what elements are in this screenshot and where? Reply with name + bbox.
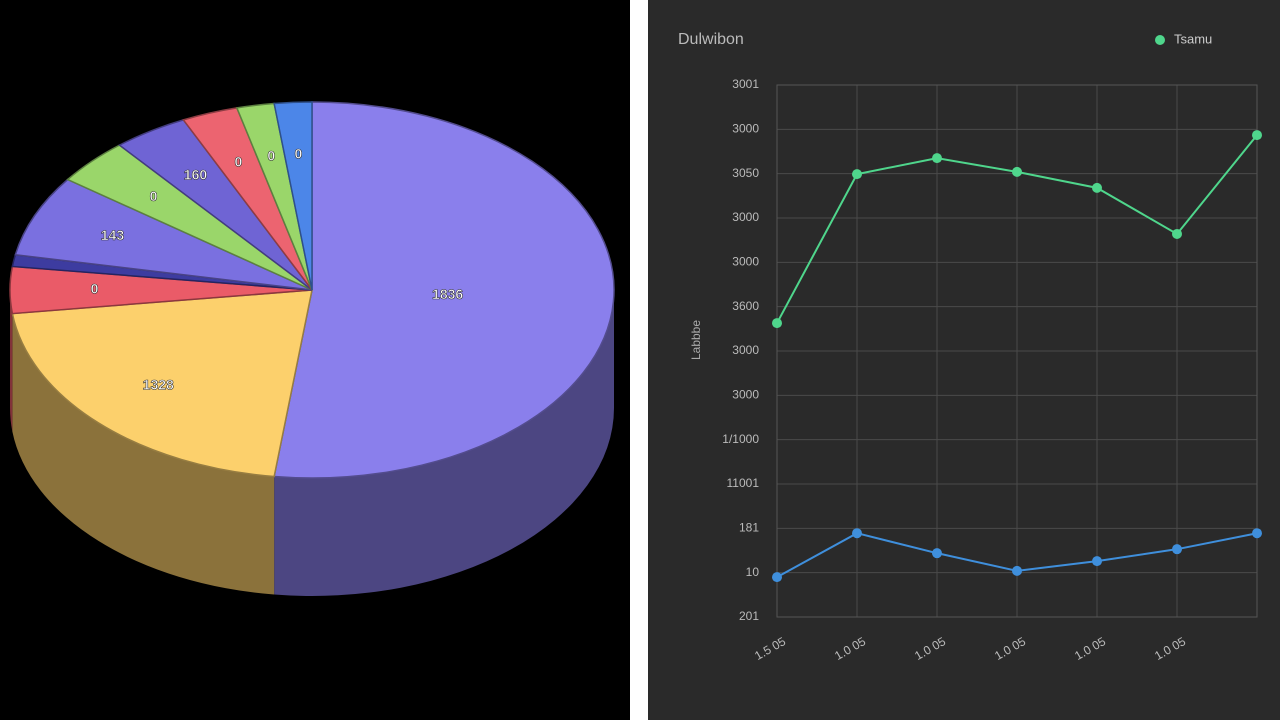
y-tick-label: 3000 [732, 343, 759, 357]
y-tick-label: 3600 [732, 299, 759, 313]
line-chart: Dulwibon Labbbe 201 10 181 11001 1/1000 3000 3… [678, 31, 1262, 663]
data-point [772, 318, 782, 329]
slice-label: 1836 [432, 286, 463, 302]
slice-label: 0 [267, 148, 275, 164]
data-point [852, 169, 862, 180]
pie-slice [273, 101, 313, 291]
slice-label: 143 [101, 227, 125, 243]
pie-slice [14, 178, 313, 291]
data-point [852, 528, 862, 539]
y-tick-label: 3000 [732, 210, 759, 224]
y-tick-label: 201 [739, 609, 759, 623]
data-point [1092, 556, 1102, 567]
data-point [1172, 544, 1182, 555]
data-point [932, 548, 942, 559]
slice-label: 0 [294, 146, 302, 162]
plot-frame [776, 84, 1258, 618]
y-axis-label: Labbbe [689, 320, 703, 360]
slice-label: 1328 [143, 376, 174, 392]
y-tick-label: 3050 [732, 166, 759, 180]
pie-slice [11, 289, 313, 478]
pie-side [12, 313, 275, 595]
data-point [1172, 228, 1182, 239]
pie-side [10, 290, 13, 432]
chart-title: Dulwibon [678, 31, 744, 48]
divider [630, 0, 648, 720]
y-tick-label: 10 [746, 565, 760, 579]
y-tick-label: 181 [739, 521, 759, 535]
slice-label: 0 [91, 281, 99, 297]
pie-slice [273, 101, 615, 479]
slice-label: 0 [150, 188, 158, 204]
data-point [932, 153, 942, 164]
slice-label: 0 [234, 153, 242, 169]
pie-chart: 1836 1328 0 143 0 160 0 0 0 [9, 101, 615, 596]
pie-side [274, 290, 614, 596]
y-tick-label: 3001 [732, 77, 759, 91]
y-tick-label: 3000 [732, 388, 759, 402]
data-point [1252, 130, 1262, 141]
data-point [1252, 528, 1262, 539]
legend-label: Tsamu [1174, 31, 1212, 46]
y-tick-label: 11001 [727, 476, 760, 490]
data-point [1092, 182, 1102, 193]
legend-marker [1155, 35, 1165, 45]
y-tick-label: 1/1000 [722, 432, 759, 446]
y-tick-label: 3000 [732, 255, 759, 269]
slice-label: 160 [184, 166, 208, 182]
data-point [1012, 565, 1022, 576]
line-panel [648, 0, 1280, 720]
data-point [772, 572, 782, 583]
y-tick-label: 3000 [732, 122, 759, 136]
data-point [1012, 166, 1022, 177]
